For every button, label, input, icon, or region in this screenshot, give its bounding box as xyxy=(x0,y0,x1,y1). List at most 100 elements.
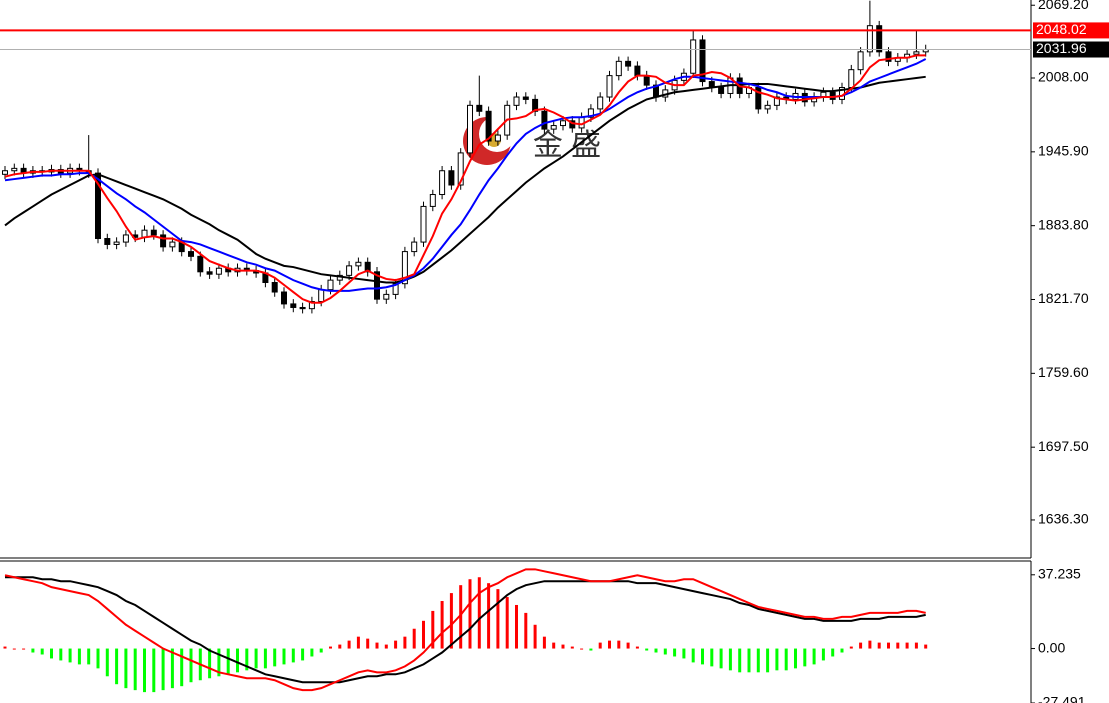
candle-body xyxy=(420,205,427,243)
histogram-bar xyxy=(924,644,928,649)
candle-body xyxy=(876,25,883,53)
histogram-bar xyxy=(394,640,398,649)
histogram-bar xyxy=(598,642,602,649)
histogram-bar xyxy=(403,636,407,649)
histogram-bar xyxy=(217,648,221,677)
histogram-bar xyxy=(291,648,295,663)
histogram-bar xyxy=(310,648,314,657)
histogram-bar xyxy=(608,640,611,649)
candle-body xyxy=(522,96,529,100)
y-tick-label: 1697.50 xyxy=(1038,438,1089,454)
histogram-bar xyxy=(635,646,639,649)
candle-body xyxy=(290,303,297,308)
histogram-bar xyxy=(263,648,267,669)
histogram-bar xyxy=(245,648,249,671)
y-tick-label: 2069.20 xyxy=(1038,0,1089,12)
candle-body xyxy=(634,65,641,77)
histogram-bar xyxy=(896,642,900,649)
histogram-bar xyxy=(180,648,184,687)
candle-body xyxy=(411,241,418,253)
histogram-bar xyxy=(515,604,518,649)
histogram-bar xyxy=(356,636,360,649)
histogram-bar xyxy=(477,577,481,649)
histogram-bar xyxy=(487,583,491,649)
histogram-bar xyxy=(580,648,584,650)
y-tick-label: 2008.00 xyxy=(1038,69,1089,85)
candle-body xyxy=(308,301,315,310)
histogram-bar xyxy=(710,648,714,667)
y-tick-label: 1636.30 xyxy=(1038,511,1089,527)
histogram-bar xyxy=(12,648,16,650)
y-tick-label: 0.00 xyxy=(1038,639,1065,655)
histogram-bar xyxy=(449,593,453,649)
histogram-bar xyxy=(96,648,100,669)
histogram-bar xyxy=(59,648,63,661)
histogram-bar xyxy=(254,648,258,669)
candle-body xyxy=(718,87,725,94)
histogram-bar xyxy=(431,610,435,649)
candle-body xyxy=(206,271,213,275)
candle-body xyxy=(541,110,548,130)
candle-body xyxy=(476,104,483,112)
candle-body xyxy=(690,39,697,74)
histogram-bar xyxy=(887,642,890,649)
candle-body xyxy=(429,194,436,207)
histogram-bar xyxy=(617,640,621,649)
indicator-line xyxy=(4,75,926,284)
histogram-bar xyxy=(905,642,909,649)
histogram-bar xyxy=(338,644,342,649)
histogram-bar xyxy=(161,648,165,691)
histogram-bar xyxy=(914,642,918,649)
candle-body xyxy=(160,234,167,248)
histogram-bar xyxy=(40,648,44,655)
histogram-bar xyxy=(831,648,835,657)
price-label: 2048.02 xyxy=(1036,21,1087,37)
candle-body xyxy=(755,87,762,110)
histogram-bar xyxy=(273,648,277,667)
histogram-bar xyxy=(319,648,323,653)
candle-body xyxy=(364,261,371,273)
histogram-bar xyxy=(170,648,174,689)
histogram-bar xyxy=(663,648,667,655)
histogram-bar xyxy=(22,648,26,650)
histogram-bar xyxy=(859,642,863,649)
candle-body xyxy=(104,238,111,245)
histogram-bar xyxy=(31,648,35,653)
candle-body xyxy=(643,75,650,86)
histogram-bar xyxy=(701,648,704,665)
candle-body xyxy=(318,289,325,303)
candle-body xyxy=(374,271,380,300)
histogram-bar xyxy=(412,628,416,649)
histogram-bar xyxy=(505,597,509,649)
y-tick-label: -27.491 xyxy=(1038,694,1086,703)
histogram-bar xyxy=(533,624,537,649)
candle-body xyxy=(299,306,306,310)
indicator-line xyxy=(4,54,926,304)
histogram-bar xyxy=(719,648,723,669)
histogram-bar xyxy=(77,648,81,665)
candle-body xyxy=(197,255,204,273)
candle-body xyxy=(773,96,780,106)
indicator-line xyxy=(4,58,927,292)
price-label: 2031.96 xyxy=(1036,40,1087,56)
candle-body xyxy=(606,75,613,98)
candle-body xyxy=(150,229,157,236)
candle-body xyxy=(699,39,706,83)
histogram-bar xyxy=(682,648,686,659)
histogram-bar xyxy=(654,648,658,653)
histogram-bar xyxy=(561,644,565,649)
histogram-bar xyxy=(189,648,193,683)
histogram-bar xyxy=(775,648,779,671)
candle-body xyxy=(625,60,632,67)
histogram-bar xyxy=(115,648,119,685)
candle-body xyxy=(383,293,390,300)
price-label-box xyxy=(1033,22,1109,39)
y-tick-label: 37.235 xyxy=(1038,565,1081,581)
candle-body xyxy=(95,172,101,240)
candle-body xyxy=(560,120,566,127)
histogram-bar xyxy=(422,620,425,649)
histogram-bar xyxy=(626,642,630,649)
y-tick-label: 1759.60 xyxy=(1038,364,1089,380)
candle-body xyxy=(615,60,622,77)
watermark-text: 金 盛 xyxy=(533,129,601,162)
